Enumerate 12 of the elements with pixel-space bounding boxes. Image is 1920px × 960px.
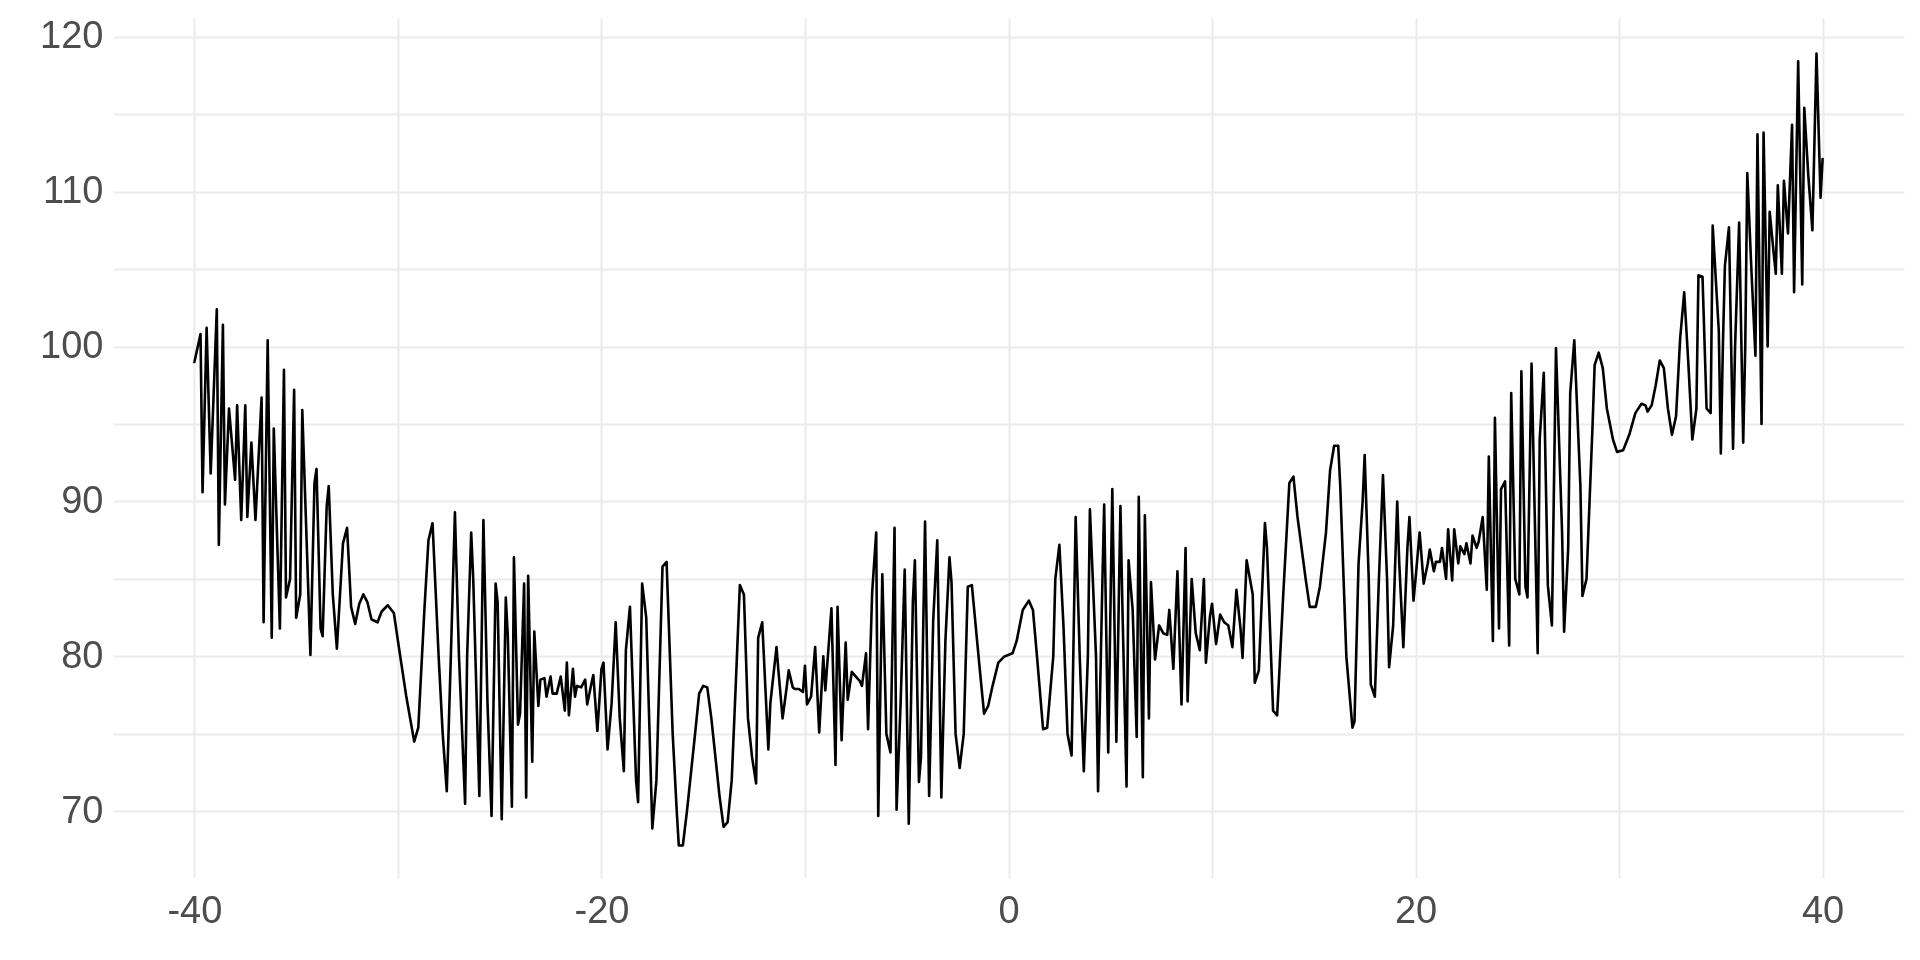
y-tick-label: 90 xyxy=(61,478,104,521)
x-tick-label: 40 xyxy=(1801,888,1845,931)
x-tick-label: -20 xyxy=(574,888,630,931)
line-series xyxy=(193,52,1824,847)
y-tick-label: 120 xyxy=(40,14,104,57)
x-tick-label: 0 xyxy=(998,888,1020,931)
y-tick-label: 100 xyxy=(40,324,104,366)
y-tick-label: 110 xyxy=(42,169,104,212)
x-tick-label: -40 xyxy=(167,888,223,931)
y-tick-label: 80 xyxy=(61,633,104,676)
x-tick-label: 20 xyxy=(1394,888,1438,931)
y-tick-label: 70 xyxy=(61,788,104,831)
